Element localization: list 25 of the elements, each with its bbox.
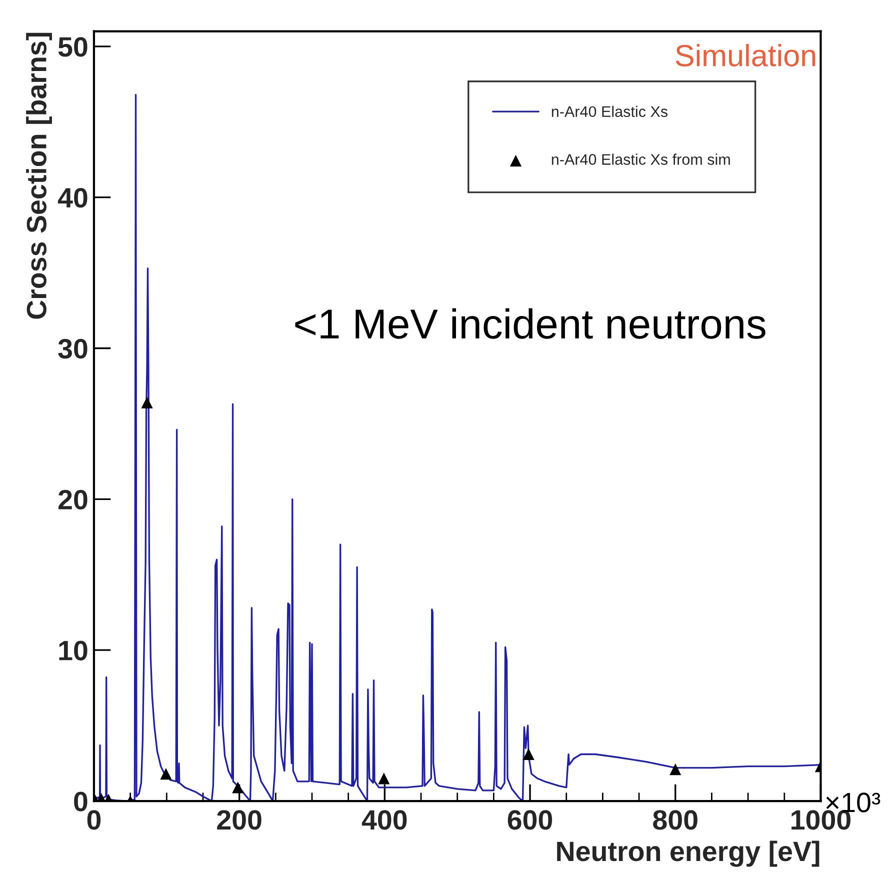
y-tick-label: 50: [58, 37, 88, 57]
x-tick-label: 1000: [792, 810, 850, 830]
point: [232, 782, 244, 794]
point: [670, 764, 682, 776]
x-tick-label: 200: [217, 810, 262, 830]
x-tick-label: 400: [362, 810, 407, 830]
y-tick-label: 10: [59, 640, 88, 660]
annotation: Simulation: [676, 44, 816, 66]
annotation: <1 MeV incident neutrons: [295, 308, 766, 339]
point: [141, 396, 153, 408]
y-tick-label: 20: [58, 490, 88, 510]
legend-label: n-Ar40 Elastic Xs from sim: [552, 154, 730, 165]
point: [522, 748, 534, 760]
point: [378, 772, 390, 784]
y-tick-label: 30: [58, 338, 88, 359]
y-axis-title: Cross Section [barns]: [26, 32, 52, 319]
x-tick-label: 600: [508, 810, 552, 830]
x-tick-label: 0: [87, 810, 101, 830]
x-axis-title: Neutron energy [eV]: [557, 840, 820, 867]
y-tick-label: 40: [58, 188, 88, 208]
legend-label: n-Ar40 Elastic Xs: [552, 106, 668, 118]
y-tick-label: 0: [74, 792, 88, 812]
point: [160, 768, 172, 780]
text: ×10³: [826, 792, 880, 812]
x-tick-label: 800: [653, 810, 698, 830]
